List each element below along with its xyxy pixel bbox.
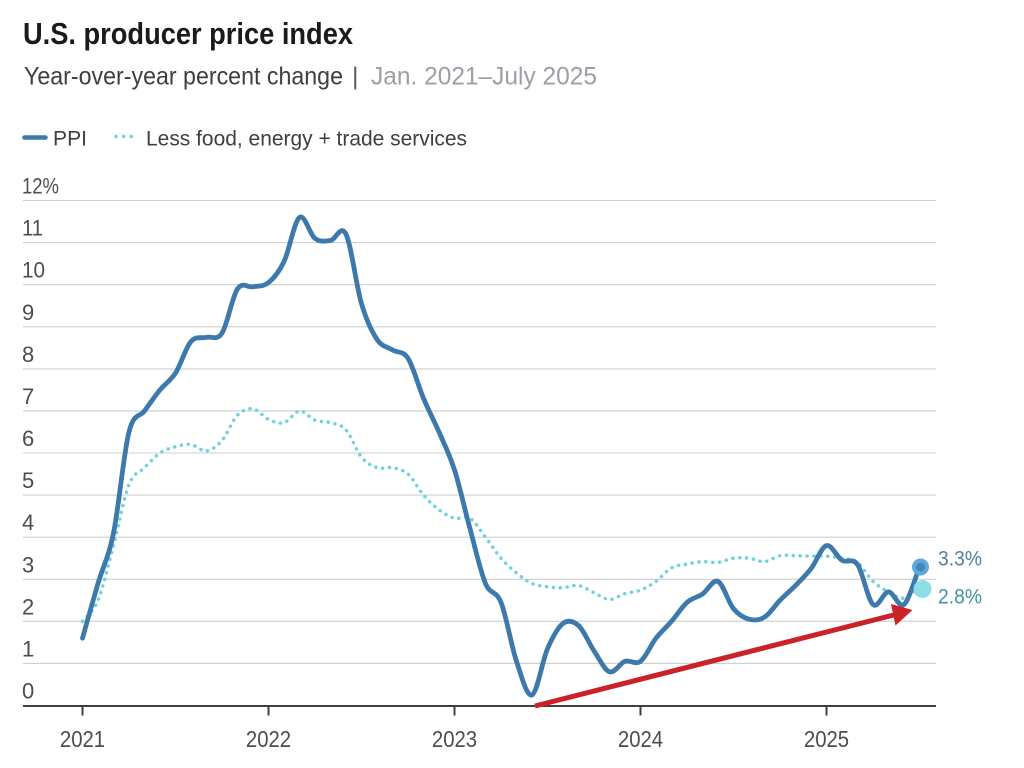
svg-text:0: 0 xyxy=(22,679,34,704)
svg-text:3: 3 xyxy=(22,552,34,577)
svg-text:3.3%: 3.3% xyxy=(938,548,982,571)
svg-text:6: 6 xyxy=(22,426,34,451)
svg-text:2: 2 xyxy=(22,594,34,619)
svg-text:2022: 2022 xyxy=(246,726,291,752)
svg-text:2025: 2025 xyxy=(804,726,849,752)
svg-text:9: 9 xyxy=(22,300,34,325)
svg-text:|: | xyxy=(352,63,359,91)
svg-text:Jan. 2021–July 2025: Jan. 2021–July 2025 xyxy=(371,63,597,91)
svg-text:1: 1 xyxy=(22,636,34,661)
svg-text:7: 7 xyxy=(22,384,34,409)
svg-text:10: 10 xyxy=(22,258,45,283)
svg-text:12%: 12% xyxy=(22,174,59,199)
svg-text:5: 5 xyxy=(22,468,34,493)
svg-text:4: 4 xyxy=(22,510,34,535)
svg-text:Less food, energy + trade serv: Less food, energy + trade services xyxy=(146,128,467,151)
svg-text:U.S. producer price index: U.S. producer price index xyxy=(23,16,354,51)
svg-text:PPI: PPI xyxy=(53,128,87,151)
svg-text:2.8%: 2.8% xyxy=(938,586,982,609)
svg-text:2021: 2021 xyxy=(60,726,105,752)
svg-text:8: 8 xyxy=(22,342,34,367)
svg-text:11: 11 xyxy=(22,216,43,241)
svg-text:2023: 2023 xyxy=(432,726,477,752)
svg-text:2024: 2024 xyxy=(618,726,663,752)
svg-text:Year-over-year percent change: Year-over-year percent change xyxy=(24,63,343,91)
